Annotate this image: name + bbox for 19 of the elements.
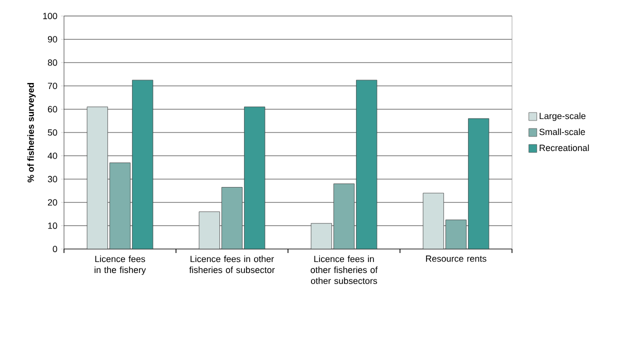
legend-label: Small-scale — [539, 128, 585, 136]
legend-label: Recreational — [540, 144, 589, 152]
y-tick-label: 80 — [48, 59, 58, 66]
y-tick-label: 40 — [48, 152, 58, 159]
y-tick-label: 100 — [43, 12, 58, 20]
x-tick-label: Resource rents — [426, 256, 486, 262]
y-axis-title: % of fisheries surveyed — [27, 83, 36, 182]
y-tick-label: 10 — [48, 222, 58, 229]
x-tick-label: Licence fees in other fisheries of subsector — [189, 256, 275, 274]
y-tick-label: 90 — [48, 36, 58, 42]
y-tick-label: 0 — [52, 246, 58, 252]
y-tick-label: 60 — [48, 106, 58, 112]
y-tick-label: 20 — [48, 199, 58, 206]
y-tick-label: 30 — [48, 176, 58, 182]
legend-label: Large-scale — [540, 112, 586, 121]
x-tick-label: Licence fees in the fishery — [94, 256, 146, 275]
x-tick-label: Licence fees in other fisheries of other subsectors — [310, 256, 378, 284]
y-tick-label: 70 — [48, 82, 58, 90]
y-tick-label: 50 — [48, 129, 58, 136]
